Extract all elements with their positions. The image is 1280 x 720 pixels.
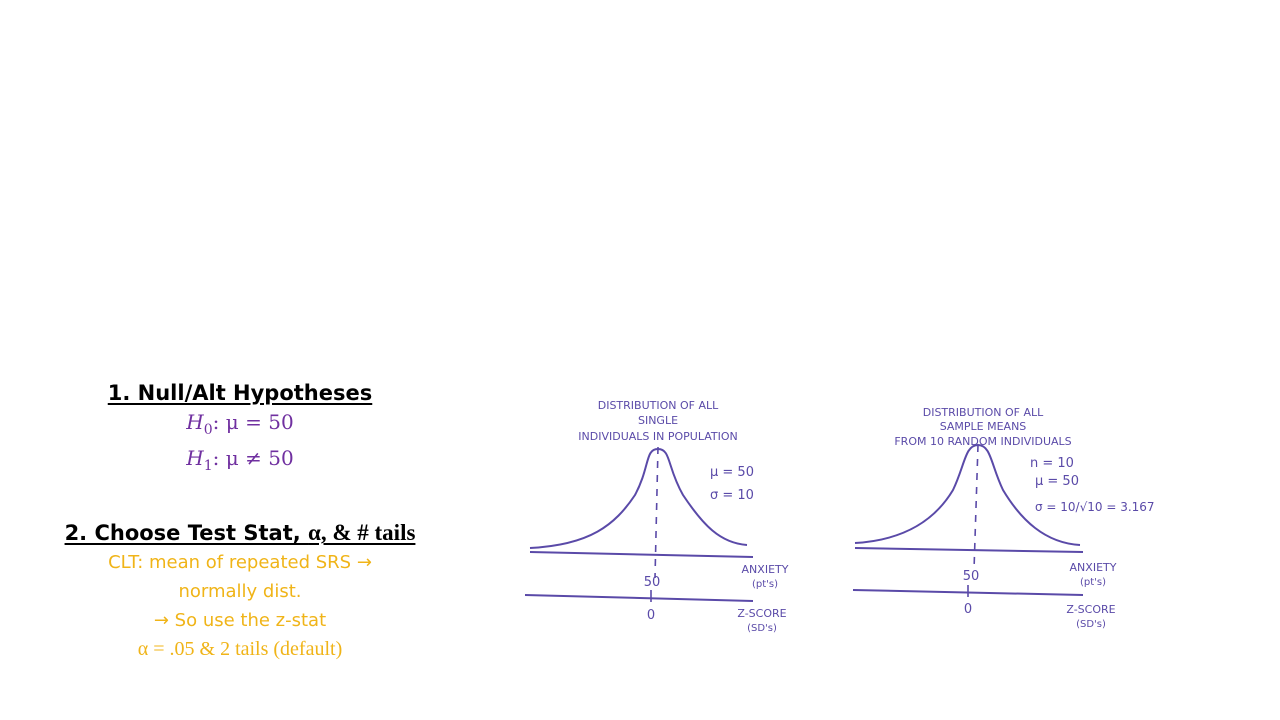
left-anxiety-axis xyxy=(529,551,754,558)
h1-subscript: 1 xyxy=(203,458,213,474)
step2-heading-serif: α, & # tails xyxy=(308,520,416,545)
left-param-mu: μ = 50 xyxy=(710,465,754,480)
h0-subscript: 0 xyxy=(203,422,213,438)
left-text-column: 1. Null/Alt Hypotheses H0: μ = 50 H1: μ … xyxy=(40,378,440,664)
right-anxiety-axis xyxy=(854,547,1084,553)
h1-statement: : μ ≠ 50 xyxy=(212,446,294,470)
left-title-line2: SINGLE xyxy=(638,414,678,427)
z-stat-line: → So use the z-stat xyxy=(153,610,327,631)
h0-symbol: H xyxy=(186,410,204,434)
left-axis2-label: Z-SCORE xyxy=(737,607,786,620)
left-mean-dashed-line xyxy=(654,446,659,579)
right-title-line2: SAMPLE MEANS xyxy=(940,420,1027,433)
left-title-line1: DISTRIBUTION OF ALL xyxy=(598,399,719,412)
step2-heading-main: 2. Choose Test Stat, xyxy=(64,521,309,545)
distribution-sketches: DISTRIBUTION OF ALL SINGLE INDIVIDUALS I… xyxy=(524,399,1155,634)
left-axis2-value: 0 xyxy=(647,608,655,623)
right-axis1-label: ANXIETY xyxy=(1070,561,1117,574)
right-axis2-label: Z-SCORE xyxy=(1066,603,1115,616)
right-title-line3: FROM 10 RANDOM INDIVIDUALS xyxy=(894,435,1071,448)
h0-statement: : μ = 50 xyxy=(212,410,294,434)
right-axis2-unit: (SD's) xyxy=(1076,619,1106,630)
normal-dist-line: normally dist. xyxy=(178,581,302,602)
clt-line: CLT: mean of repeated SRS → xyxy=(108,552,372,573)
left-axis1-unit: (pt's) xyxy=(752,579,778,590)
h1-symbol: H xyxy=(186,446,204,470)
null-hypothesis: H0: μ = 50 xyxy=(40,408,440,444)
step2-heading: 2. Choose Test Stat, α, & # tails xyxy=(40,518,440,548)
alt-hypothesis: H1: μ ≠ 50 xyxy=(40,444,440,480)
left-title-line3: INDIVIDUALS IN POPULATION xyxy=(578,430,737,443)
right-param-n: n = 10 xyxy=(1030,456,1074,471)
right-param-mu: μ = 50 xyxy=(1035,474,1079,489)
sketch-left: DISTRIBUTION OF ALL SINGLE INDIVIDUALS I… xyxy=(524,399,789,634)
left-axis2-unit: (SD's) xyxy=(747,623,777,634)
right-param-sigma: σ = 10/√10 = 3.167 xyxy=(1035,500,1155,514)
right-axis1-unit: (pt's) xyxy=(1080,577,1106,588)
step1-heading: 1. Null/Alt Hypotheses xyxy=(107,381,373,405)
right-mean-dashed-line xyxy=(973,444,979,571)
left-axis1-value: 50 xyxy=(644,575,661,590)
right-axis2-value: 0 xyxy=(964,602,972,617)
left-param-sigma: σ = 10 xyxy=(710,488,754,503)
left-zscore-axis xyxy=(524,594,754,602)
right-title-line1: DISTRIBUTION OF ALL xyxy=(923,406,1044,419)
right-axis1-value: 50 xyxy=(963,569,980,584)
alpha-tails-line: α = .05 & 2 tails (default) xyxy=(137,638,343,660)
sketch-right: DISTRIBUTION OF ALL SAMPLE MEANS FROM 10… xyxy=(852,406,1155,630)
left-axis1-label: ANXIETY xyxy=(742,563,789,576)
